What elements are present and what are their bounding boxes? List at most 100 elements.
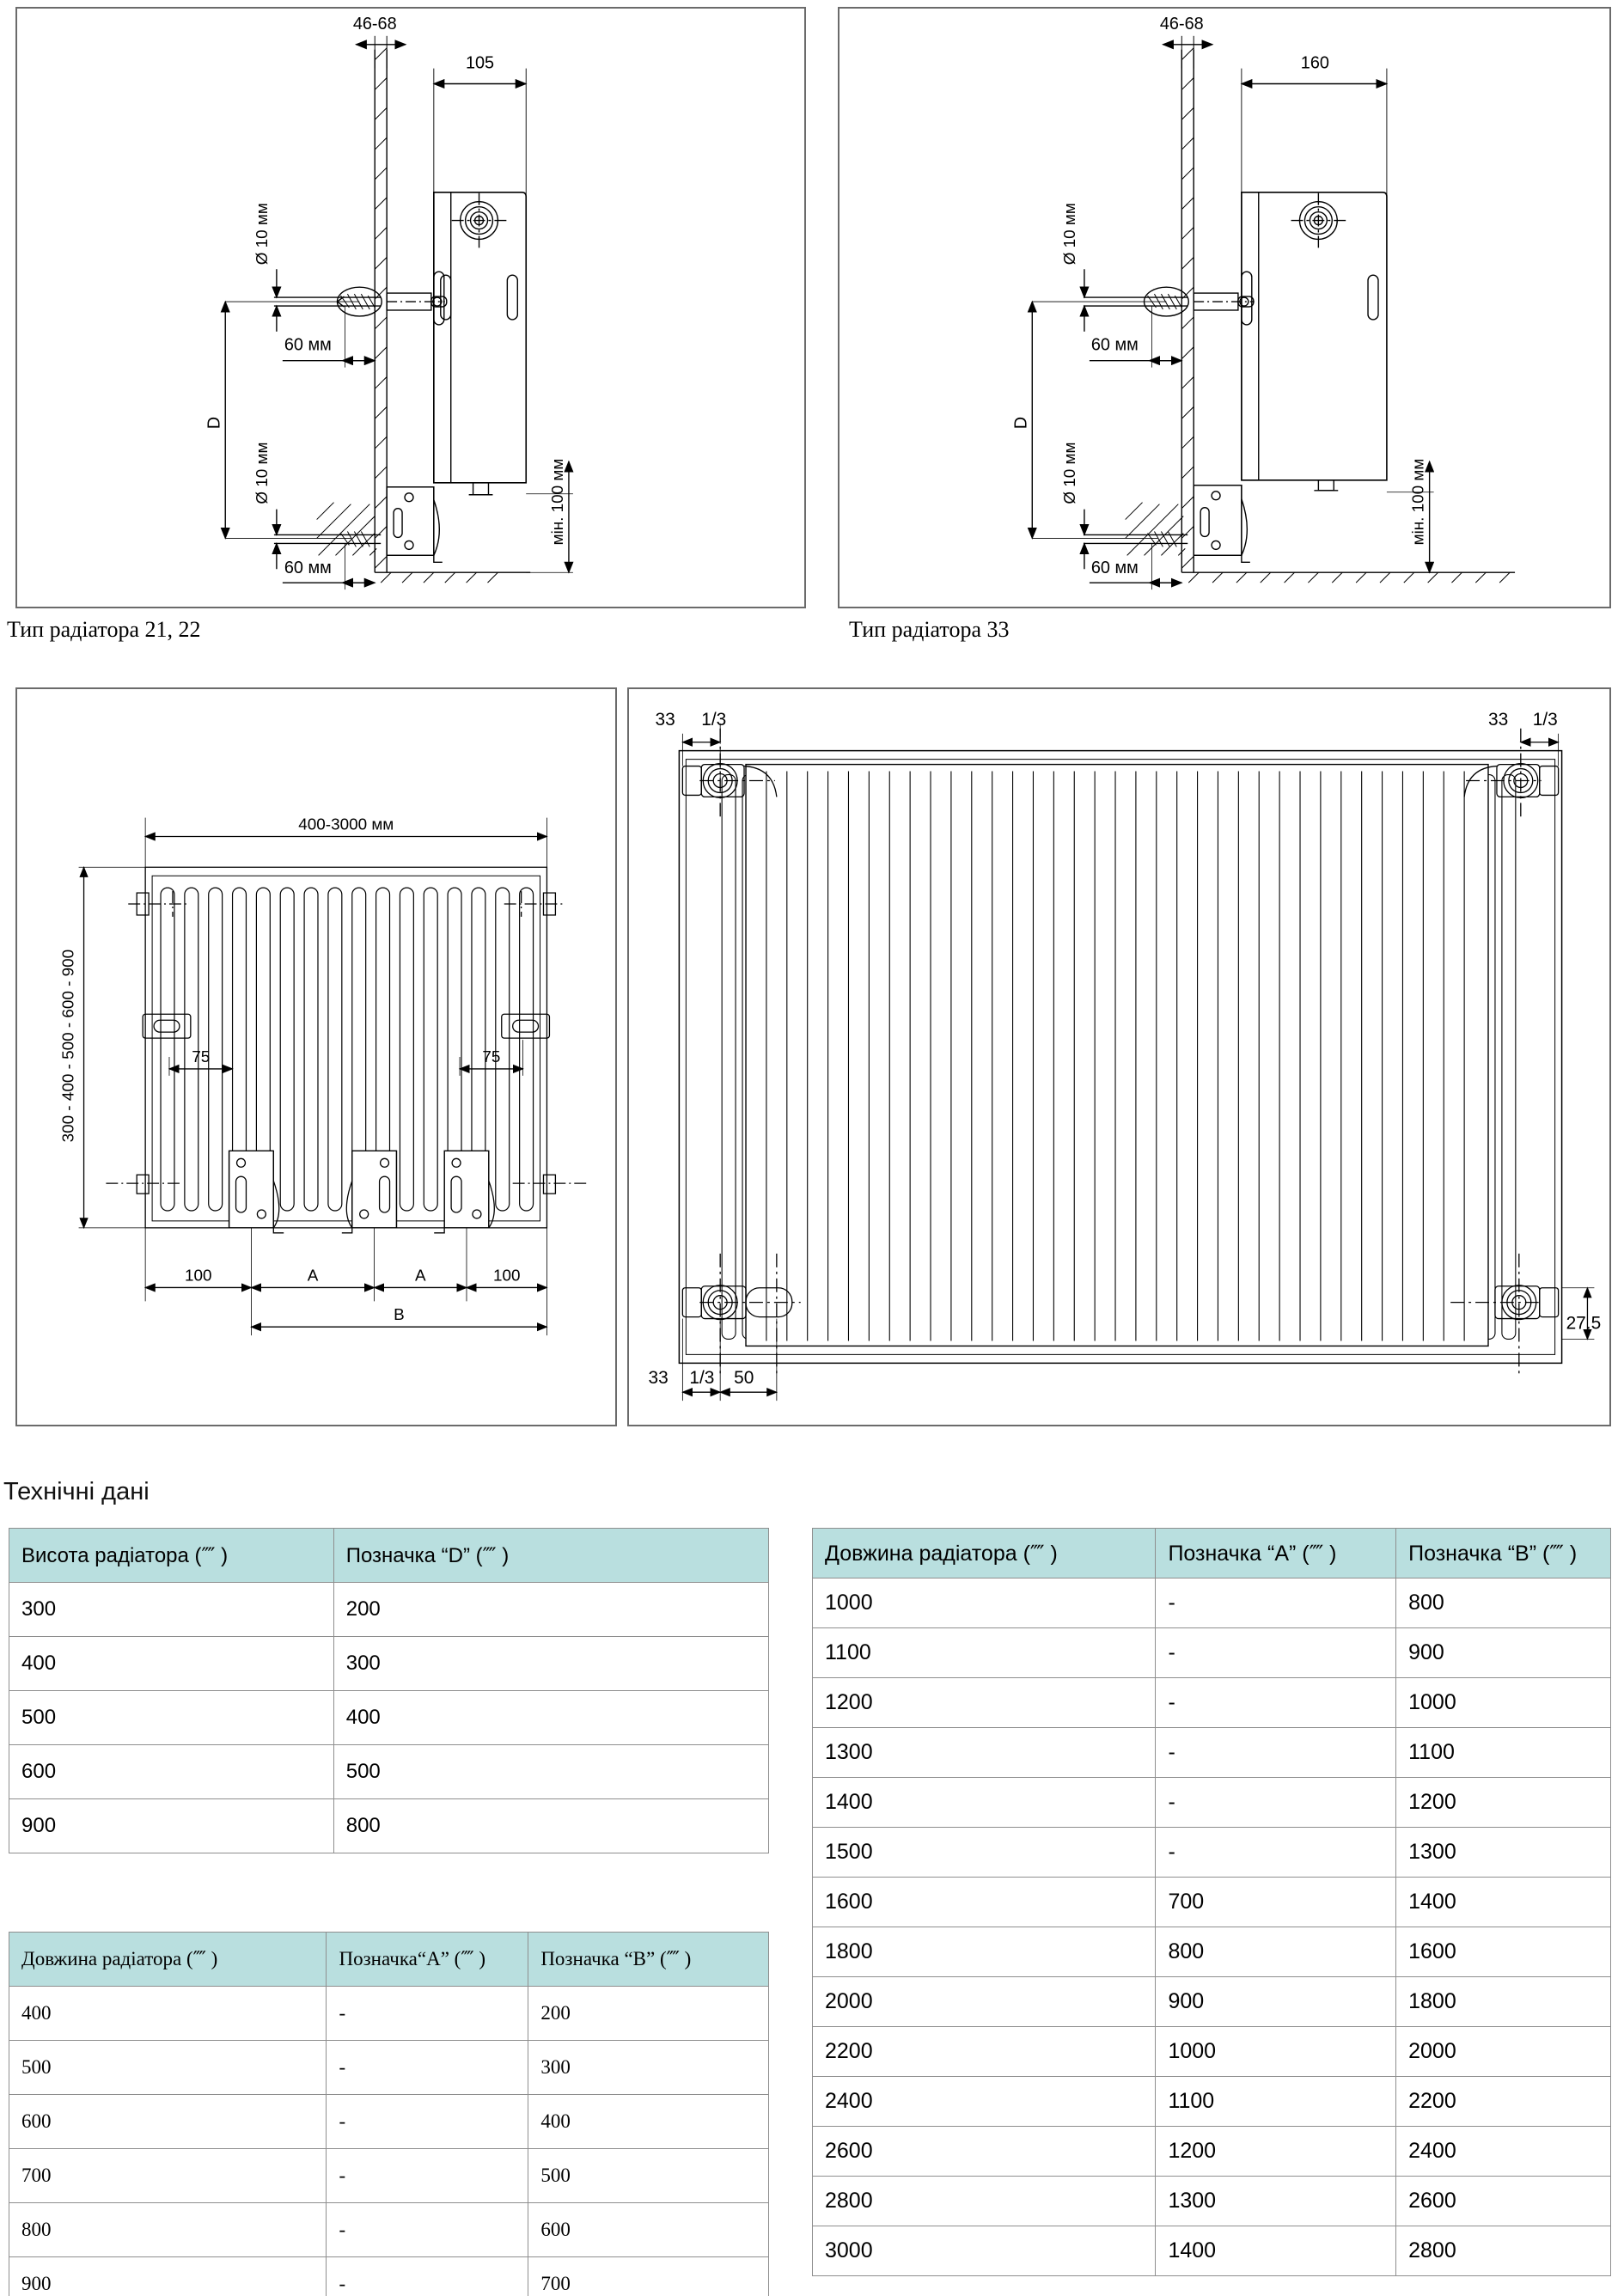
cell-d: 200: [333, 1582, 770, 1637]
cell-b: 1400: [1395, 1877, 1611, 1927]
cell-length: 700: [8, 2148, 327, 2203]
table-row: 600 500: [9, 1744, 770, 1799]
cell-d: 800: [333, 1798, 770, 1853]
cell-b: 400: [528, 2094, 769, 2149]
dim-wall-thickness-label: 46-68: [353, 15, 397, 34]
table-row: 1100-900: [811, 1627, 1611, 1678]
cell-a: -: [326, 2148, 529, 2203]
column-header-a: Позначка“A” (⁗ ): [326, 1932, 529, 1987]
cell-a: 700: [1155, 1877, 1397, 1927]
cell-b: 1300: [1395, 1827, 1611, 1878]
cell-a: -: [326, 2040, 529, 2095]
dim-vertical-d-label: D: [205, 417, 223, 429]
cell-b: 2000: [1395, 2026, 1611, 2077]
column-header-a: Позначка “A” (⁗ ): [1155, 1528, 1397, 1578]
cell-b: 600: [528, 2202, 769, 2257]
cell-height: 400: [9, 1636, 334, 1691]
table-row: 500 - 300: [8, 2040, 769, 2095]
cell-a: -: [326, 2202, 529, 2257]
cell-length: 1200: [811, 1677, 1157, 1728]
cell-height: 300: [9, 1582, 334, 1637]
cell-height: 500: [9, 1690, 334, 1745]
table-row: 300 200: [9, 1582, 770, 1637]
dim-hole-dia-top-label: Ø 10 мм: [253, 203, 272, 265]
dim-span-b-label: B: [394, 1306, 405, 1324]
column-header-b: Позначка “B” (⁗ ): [528, 1932, 769, 1987]
table-radiator-length-small: Довжина радіатора (⁗ ) Позначка“A” (⁗ ) …: [8, 1932, 769, 2296]
dim-span-a-left-label: A: [308, 1267, 319, 1285]
cell-a: -: [1155, 1827, 1397, 1878]
cell-a: -: [326, 2256, 529, 2296]
cell-a: -: [326, 1986, 529, 2041]
dim-depth-label: 160: [1301, 54, 1329, 73]
table-row: 1300-1100: [811, 1727, 1611, 1778]
cell-b: 2400: [1395, 2126, 1611, 2177]
cell-length: 1300: [811, 1727, 1157, 1778]
table-row: 400 - 200: [8, 1986, 769, 2041]
cell-a: -: [1155, 1627, 1397, 1678]
column-header-b: Позначка “B” (⁗ ): [1395, 1528, 1611, 1578]
cell-b: 1800: [1395, 1976, 1611, 2027]
cell-length: 500: [8, 2040, 327, 2095]
table-header-row: Довжина радіатора (⁗ ) Позначка“A” (⁗ ) …: [8, 1932, 769, 1987]
dim-wall-thickness-label: 46-68: [1160, 15, 1204, 34]
table-row: 2800 1300 2600: [811, 2176, 1611, 2226]
dim-hole-offset-bottom-label: 60 мм: [284, 559, 332, 577]
table-row: 2400 1100 2200: [811, 2076, 1611, 2127]
cell-b: 1200: [1395, 1777, 1611, 1828]
dim-edge-left-label: 100: [185, 1267, 212, 1285]
dim-min-floor-label: мін. 100 мм: [1410, 459, 1428, 546]
cell-length: 2400: [811, 2076, 1157, 2127]
cell-a: -: [1155, 1777, 1397, 1828]
cell-b: 500: [528, 2148, 769, 2203]
cell-length: 1100: [811, 1627, 1157, 1678]
table-row: 400 300: [9, 1636, 770, 1691]
table-row: 900 - 700: [8, 2256, 769, 2296]
cell-a: 800: [1155, 1927, 1397, 1977]
cell-a: 900: [1155, 1976, 1397, 2027]
cell-b: 1000: [1395, 1677, 1611, 1728]
label-type-33-bottom-left: 33: [649, 1368, 669, 1388]
dim-hole-offset-bottom-label: 60 мм: [1091, 559, 1139, 577]
column-header-height: Висота радіатора (⁗ ): [9, 1528, 334, 1583]
cell-a: -: [326, 2094, 529, 2149]
cell-b: 900: [1395, 1627, 1611, 1678]
table-row: 3000 1400 2800: [811, 2226, 1611, 2276]
cell-length: 600: [8, 2094, 327, 2149]
cell-length: 2800: [811, 2176, 1157, 2226]
cell-length: 1000: [811, 1578, 1157, 1628]
dim-length-range-label: 400-3000 мм: [298, 816, 394, 834]
dim-height-range-label: 300 - 400 - 500 - 600 - 900: [60, 950, 78, 1143]
table-row: 2000 900 1800: [811, 1976, 1611, 2027]
table-row: 1600 700 1400: [811, 1877, 1611, 1927]
cell-b: 2200: [1395, 2076, 1611, 2127]
table-row: 1500-1300: [811, 1827, 1611, 1878]
cell-d: 500: [333, 1744, 770, 1799]
cell-b: 300: [528, 2040, 769, 2095]
label-one-third-bottom-left: 1/3: [689, 1368, 714, 1388]
dim-bracket-offset-left-label: 75: [192, 1048, 210, 1066]
cell-length: 800: [8, 2202, 327, 2257]
cell-a: -: [1155, 1727, 1397, 1778]
table-row: 900 800: [9, 1798, 770, 1853]
cell-height: 600: [9, 1744, 334, 1799]
table-row: 1400-1200: [811, 1777, 1611, 1828]
dim-hole-offset-top-label: 60 мм: [1091, 336, 1139, 355]
diagram-front-view-type-33: 33 1/3 33 1/3 33 1/3 50 27.5: [627, 687, 1611, 1426]
diagram-front-view-type-21-22: 400-3000 мм 300 - 400 - 500 - 600 - 900 …: [15, 687, 617, 1426]
cell-length: 400: [8, 1986, 327, 2041]
dim-hole-offset-top-label: 60 мм: [284, 336, 332, 355]
column-header-length: Довжина радіатора (⁗ ): [8, 1932, 327, 1987]
cell-a: 1200: [1155, 2126, 1397, 2177]
cell-b: 800: [1395, 1578, 1611, 1628]
column-header-d: Позначка “D” (⁗ ): [333, 1528, 770, 1583]
cell-length: 2600: [811, 2126, 1157, 2177]
label-type-33-top-right: 33: [1488, 710, 1508, 730]
table-row: 2600 1200 2400: [811, 2126, 1611, 2177]
cell-length: 1500: [811, 1827, 1157, 1878]
diagram-side-view-type-21-22: 46-68 105 Ø 10 мм 60 мм D Ø 10 мм 60 мм …: [15, 7, 806, 608]
label-one-third-top-left: 1/3: [701, 710, 726, 730]
cell-a: -: [1155, 1578, 1397, 1628]
cell-length: 1600: [811, 1877, 1157, 1927]
label-fifty-bottom: 50: [734, 1368, 754, 1388]
